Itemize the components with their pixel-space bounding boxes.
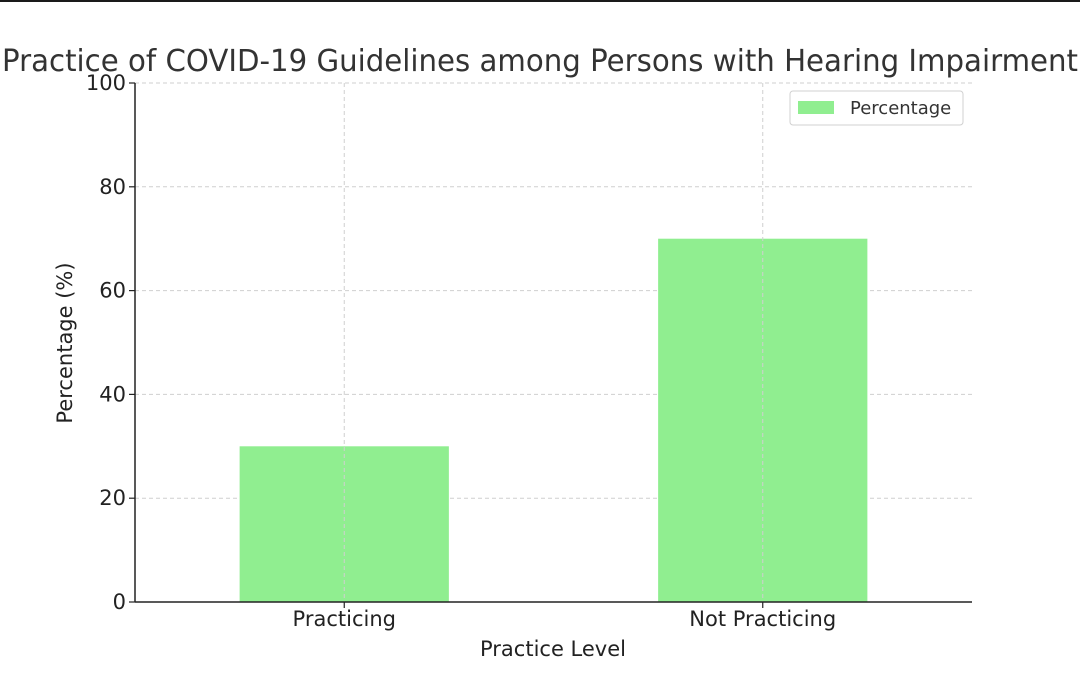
vertical-grid-layer: [343, 83, 764, 602]
top-border-line: [0, 0, 1080, 2]
y-ticks: 0 20 40 60 80 100: [86, 71, 135, 614]
x-ticks: Practicing Not Practicing: [293, 602, 836, 631]
legend-frame: [789, 90, 964, 126]
chart-title: Practice of COVID-19 Guidelines among Pe…: [2, 44, 1078, 79]
x-tick-label: Practicing: [293, 607, 396, 631]
y-tick-label: 40: [99, 382, 126, 406]
y-tick-label: 80: [99, 175, 126, 199]
y-tick-label: 100: [86, 71, 126, 95]
x-axis-label: Practice Level: [480, 637, 626, 661]
x-tick-label: Not Practicing: [689, 607, 836, 631]
y-axis-label: Percentage (%): [53, 262, 77, 423]
legend: Percentage: [789, 90, 964, 126]
y-tick-label: 20: [99, 486, 126, 510]
y-tick-label: 60: [99, 279, 126, 303]
axes-layer: [134, 83, 972, 603]
bars-layer: [239, 238, 868, 602]
legend-swatch: [798, 101, 834, 114]
y-tick-label: 0: [113, 590, 126, 614]
legend-label: Percentage: [850, 98, 951, 119]
